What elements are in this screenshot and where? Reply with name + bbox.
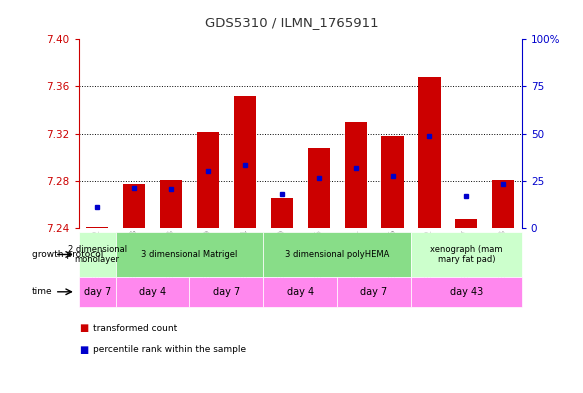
Text: time: time bbox=[32, 287, 52, 296]
Bar bbox=[86, 227, 108, 228]
Text: day 4: day 4 bbox=[139, 287, 166, 297]
Bar bbox=[271, 198, 293, 228]
Text: day 7: day 7 bbox=[83, 287, 111, 297]
Text: 3 dimensional Matrigel: 3 dimensional Matrigel bbox=[141, 250, 238, 259]
Text: day 7: day 7 bbox=[213, 287, 240, 297]
Bar bbox=[419, 77, 441, 228]
Bar bbox=[197, 132, 219, 228]
Text: percentile rank within the sample: percentile rank within the sample bbox=[93, 345, 247, 354]
Text: 3 dimensional polyHEMA: 3 dimensional polyHEMA bbox=[285, 250, 389, 259]
Text: day 7: day 7 bbox=[360, 287, 388, 297]
Bar bbox=[234, 96, 256, 228]
Text: ■: ■ bbox=[79, 345, 88, 355]
Bar bbox=[123, 184, 145, 228]
Bar bbox=[308, 148, 330, 228]
Text: growth protocol: growth protocol bbox=[32, 250, 103, 259]
Bar bbox=[345, 122, 367, 228]
Bar bbox=[381, 136, 403, 228]
Text: 2 dimensional
monolayer: 2 dimensional monolayer bbox=[68, 245, 127, 264]
Bar bbox=[160, 180, 182, 228]
Bar bbox=[492, 180, 514, 228]
Text: ■: ■ bbox=[79, 323, 88, 333]
Text: xenograph (mam
mary fat pad): xenograph (mam mary fat pad) bbox=[430, 245, 503, 264]
Text: transformed count: transformed count bbox=[93, 324, 178, 332]
Bar bbox=[455, 219, 477, 228]
Text: day 4: day 4 bbox=[287, 287, 314, 297]
Text: day 43: day 43 bbox=[449, 287, 483, 297]
Text: GDS5310 / ILMN_1765911: GDS5310 / ILMN_1765911 bbox=[205, 16, 378, 29]
